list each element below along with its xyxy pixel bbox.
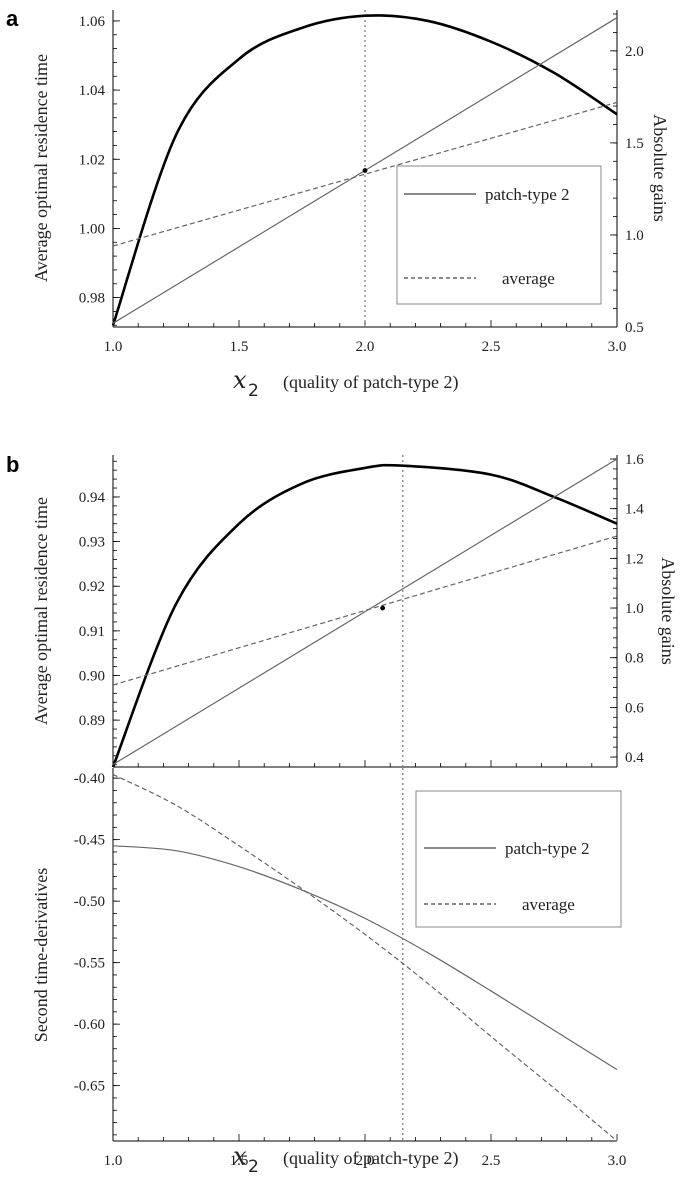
panel-b-x-symbol: x [233,1142,247,1170]
intersection-point [362,168,368,173]
x-tick-label: 2.0 [356,339,375,355]
chart-panel-a: 1.0 1.5 2.0 2.5 3.00.981.001.021.041.060.51.… [31,10,670,401]
panel-a-legend: patch-type 2 average [396,165,602,305]
y-left-tick-label: 0.98 [79,291,105,307]
x-tick-label: 1.5 [230,1153,249,1169]
panel-b-top-series [111,455,618,768]
panel-a-ticks: 1.0 1.5 2.0 2.5 3.0 0.98 1.00 1.02 1.04 1.06 0.5 1.… [79,13,644,355]
x-tick-label: 1.5 [230,339,249,355]
panel-a-legend-box [396,165,602,305]
panel-b-bottom-series [112,768,618,1142]
x-tick-label: 3.0 [608,339,627,355]
panel-a-legend-solid-label: patch-type 2 [485,185,570,204]
y-left-tick-label: -0.45 [74,833,105,849]
y-left-tick-label: 0.94 [79,490,106,506]
y-left-tick-label: 0.90 [79,668,105,684]
y-right-tick-label: 1.4 [625,502,644,518]
series-line-average [112,535,618,686]
panel-a-x-symbol: x [233,366,247,394]
y-right-tick-label: 0.6 [625,700,644,716]
y-left-tick-label: 0.89 [79,713,105,729]
panel-a-right-axis-title: Absolute gains [650,114,670,222]
panel-b-legend-box [415,790,622,928]
panel-b-top-left-axis-title: Average optimal residence time [31,497,51,725]
y-left-tick-label: 0.92 [79,579,105,595]
panel-a-x-subscript: 2 [248,381,259,401]
intersection-point [380,605,386,611]
y-left-tick-label: -0.55 [74,956,105,972]
y-left-tick-label: -0.65 [74,1079,105,1095]
x-tick-label: 1.0 [104,1153,123,1169]
series-line-optimal-residence-time [111,14,618,326]
panel-b-x-subscript: 2 [248,1157,259,1177]
x-tick-label: 2.5 [482,339,501,355]
y-left-tick-label: -0.40 [74,771,105,787]
y-left-tick-label: 1.02 [79,152,105,168]
panel-b-bottom-ticks: 1.0 1.5 2.0 2.5 3.0 -0.40 -0.45 -0.50 -0.55 -0.60… [74,771,627,1169]
y-left-tick-label: -0.60 [74,1017,105,1033]
y-right-tick-label: 0.4 [625,750,644,766]
y-right-tick-label: 0.8 [625,651,644,667]
y-left-tick-label: 1.04 [79,83,106,99]
x-tick-label: 2.0 [356,1153,375,1169]
series-line-patch-type-2 [112,845,618,1071]
y-right-tick-label: 1.6 [625,452,644,468]
y-right-tick-label: 1.5 [625,136,644,152]
panel-b-x-axis-title: x 2 (quality of patch-type 2) [233,1142,458,1177]
panel-b-x-label: (quality of patch-type 2) [283,1148,458,1169]
series-line-patch-type-2 [112,458,618,766]
series-line-optimal-residence-time [111,463,618,768]
y-left-tick-label: 1.00 [79,221,105,237]
panel-b-bottom-left-axis-title: Second time-derivatives [31,868,51,1042]
y-right-tick-label: 1.2 [625,551,644,567]
panel-b-legend-dashed-label: average [522,895,575,914]
y-left-tick-label: 0.93 [79,535,105,551]
chart-panel-b-top: 0.89 0.90 0.91 0.92 0.93 0.94 0.4 0.6 0.8 1.0 1.2 1… [31,452,678,768]
x-tick-label: 2.5 [482,1153,501,1169]
panel-a-x-label: (quality of patch-type 2) [283,372,458,393]
panel-b-top-right-axis-title: Absolute gains [658,557,678,665]
y-left-tick-label: 1.06 [79,14,106,30]
series-line-average [112,101,618,247]
y-left-tick-label: 0.91 [79,624,105,640]
series-line-average [112,773,618,1142]
panel-a-x-axis-title: x 2 (quality of patch-type 2) [233,366,458,401]
panel-a-legend-dashed-label: average [502,269,555,288]
panel-a-letter: a [6,6,19,31]
y-right-tick-label: 1.0 [625,228,644,244]
chart-panel-b-bottom: 1.0 1.5 2.0 2.5 3.0 -0.40 -0.45 -0.50 -0.55 -0.60… [31,768,626,1177]
panel-b-letter: b [6,452,19,477]
panel-a-left-axis-title: Average optimal residence time [31,54,51,282]
panel-b-legend-solid-label: patch-type 2 [505,839,590,858]
y-right-tick-label: 0.5 [625,320,644,336]
panel-b-top-ticks: 0.89 0.90 0.91 0.92 0.93 0.94 0.4 0.6 0.8 1.0 1.2 1… [79,452,644,767]
panel-a-series [111,10,618,327]
panel-b-legend: patch-type 2 average [415,790,622,928]
y-right-tick-label: 1.0 [625,601,644,617]
y-left-tick-label: -0.50 [74,894,105,910]
x-tick-label: 3.0 [608,1153,627,1169]
x-tick-label: 1.0 [104,339,123,355]
y-right-tick-label: 2.0 [625,44,644,60]
